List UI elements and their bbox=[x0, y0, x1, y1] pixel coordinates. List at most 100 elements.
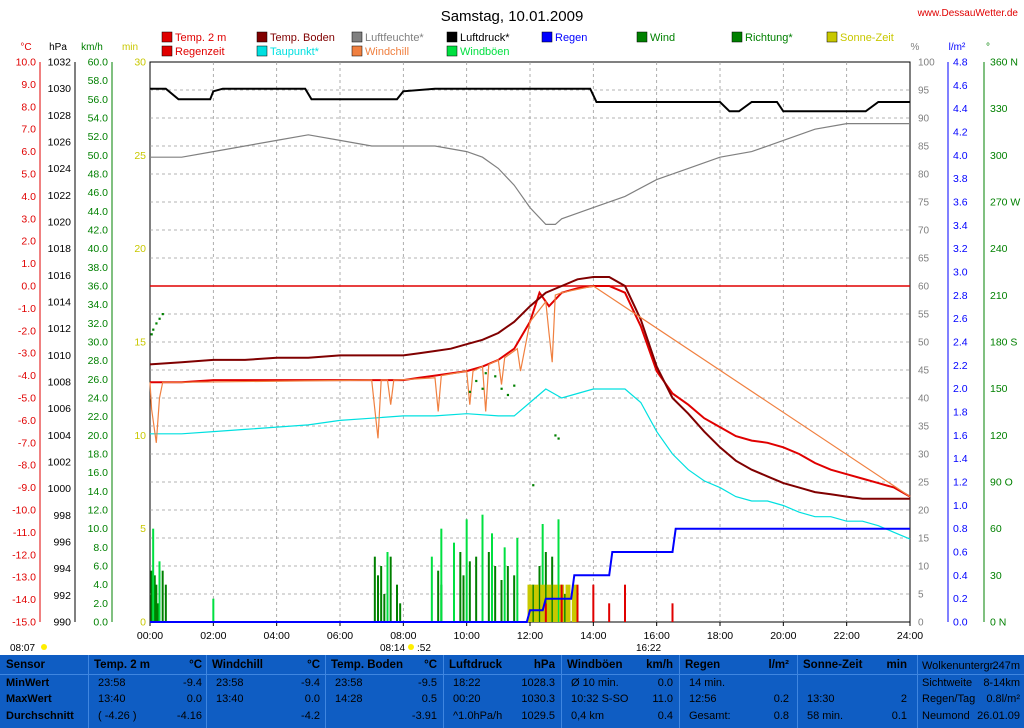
x-tick-label: 00:00 bbox=[137, 630, 163, 642]
percent-tick-label: 60 bbox=[918, 282, 930, 293]
percent-tick-label: 50 bbox=[918, 338, 930, 349]
stats-value: 0.2 bbox=[773, 693, 789, 705]
legend-label: Wind bbox=[650, 32, 675, 44]
axis-headers: °C hPa km/h min % l/m² ° bbox=[20, 42, 990, 53]
stats-value: 1029.5 bbox=[521, 710, 555, 722]
pressure-tick-label: 1002 bbox=[48, 457, 72, 469]
x-tick-label: 22:00 bbox=[834, 630, 860, 642]
bar bbox=[624, 584, 626, 622]
stats-separator bbox=[917, 655, 918, 728]
stats-unit: °C bbox=[189, 659, 202, 671]
bar bbox=[551, 556, 554, 622]
pressure-tick-label: 1016 bbox=[48, 270, 72, 282]
minutes-tick-label: 25 bbox=[134, 150, 146, 162]
legend-swatch bbox=[636, 31, 648, 43]
series-line bbox=[149, 285, 911, 498]
pressure-tick-label: 1018 bbox=[48, 243, 72, 255]
temp-tick-label: 7.0 bbox=[21, 124, 36, 136]
rain-tick-label: 2.2 bbox=[953, 360, 968, 372]
bar bbox=[552, 584, 558, 622]
percent-tick-label: 65 bbox=[918, 254, 930, 265]
legend-label: Windböen bbox=[460, 46, 510, 58]
percent-axis-header: % bbox=[911, 42, 920, 53]
wind-tick-label: 10.0 bbox=[88, 523, 109, 535]
minutes-tick-label: 15 bbox=[134, 337, 146, 349]
x-tick-label: 24:00 bbox=[897, 630, 923, 642]
pressure-tick-label: 1004 bbox=[48, 430, 72, 442]
stats-header: Luftdruck bbox=[449, 659, 503, 671]
temp-tick-label: 2.0 bbox=[21, 236, 36, 248]
percent-tick-label: 45 bbox=[918, 366, 930, 377]
stats-header: Windchill bbox=[212, 659, 264, 671]
direction-tick-label: 60 bbox=[990, 523, 1002, 535]
bar bbox=[546, 584, 552, 622]
bar bbox=[150, 570, 153, 622]
wind-tick-label: 38.0 bbox=[88, 262, 109, 274]
pressure-tick-label: 1014 bbox=[48, 297, 72, 309]
direction-tick-label: 30 bbox=[990, 570, 1002, 582]
scatter-point bbox=[513, 384, 516, 387]
minutes-tick-label: 20 bbox=[134, 243, 146, 255]
pressure-tick-label: 1012 bbox=[48, 323, 72, 335]
site-url[interactable]: www.DessauWetter.de bbox=[917, 8, 1019, 19]
pressure-tick-label: 1010 bbox=[48, 350, 72, 362]
bar bbox=[500, 580, 503, 622]
chart-title: Samstag, 10.01.2009 bbox=[441, 8, 584, 25]
weather-chart: Samstag, 10.01.2009 www.DessauWetter.de … bbox=[10, 8, 1020, 654]
stats-separator bbox=[561, 655, 562, 728]
row-label-min: MinWert bbox=[6, 677, 50, 689]
stats-time: 00:20 bbox=[453, 693, 481, 705]
temp-tick-label: -15.0 bbox=[12, 617, 36, 629]
scatter-point bbox=[494, 375, 497, 378]
stats-time: ^1.0hPa/h bbox=[453, 710, 503, 722]
wind-tick-label: 46.0 bbox=[88, 187, 109, 199]
stats-time: 13:30 bbox=[807, 693, 835, 705]
temp-tick-label: 0.0 bbox=[21, 281, 36, 293]
wind-tick-label: 32.0 bbox=[88, 318, 109, 330]
stats-unit: min bbox=[886, 659, 907, 671]
bar bbox=[453, 542, 455, 622]
minutes-tick-label: 30 bbox=[134, 57, 146, 69]
bar bbox=[153, 575, 156, 622]
bar bbox=[527, 584, 533, 622]
scatter-point bbox=[532, 484, 535, 487]
stats-value: -9.4 bbox=[183, 677, 202, 689]
bar-series bbox=[150, 514, 674, 622]
scatter-point bbox=[500, 387, 503, 390]
temp-tick-label: -2.0 bbox=[18, 325, 36, 337]
direction-axis-header: ° bbox=[986, 42, 990, 53]
legend-swatch bbox=[446, 45, 458, 57]
pressure-tick-label: 1026 bbox=[48, 137, 72, 149]
minutes-tick-label: 5 bbox=[140, 523, 146, 535]
stats-header: Temp. 2 m bbox=[94, 659, 151, 671]
sunrise-dot bbox=[41, 644, 47, 650]
pressure-tick-label: 992 bbox=[53, 590, 71, 602]
extra-cloud-label: Wolkenuntergr. bbox=[922, 660, 996, 672]
stats-time: 23:58 bbox=[335, 677, 363, 689]
direction-tick-label: 210 bbox=[990, 290, 1008, 302]
sun-marks: 08:07 08:14 :52 16:22 bbox=[10, 643, 661, 654]
rain-tick-label: 4.8 bbox=[953, 57, 968, 69]
legend-label: Luftfeuchte* bbox=[365, 32, 424, 44]
temp-tick-label: 8.0 bbox=[21, 101, 36, 113]
rain-tick-label: 2.8 bbox=[953, 290, 968, 302]
temp-tick-label: -14.0 bbox=[12, 594, 36, 606]
temp-tick-label: -7.0 bbox=[18, 437, 36, 449]
bar bbox=[560, 584, 563, 622]
wind-tick-label: 60.0 bbox=[88, 57, 109, 69]
bar bbox=[158, 561, 161, 622]
stats-unit: °C bbox=[424, 659, 437, 671]
rain-tick-label: 1.4 bbox=[953, 453, 968, 465]
percent-tick-label: 0 bbox=[918, 618, 924, 629]
stats-separator bbox=[443, 655, 444, 728]
rain-tick-label: 1.0 bbox=[953, 500, 968, 512]
minutes-tick-label: 10 bbox=[134, 430, 146, 442]
extra-cloud-value: 247m bbox=[992, 660, 1020, 672]
pressure-axis-header: hPa bbox=[49, 42, 67, 53]
rain-tick-label: 2.6 bbox=[953, 313, 968, 325]
bar bbox=[565, 584, 571, 622]
bar bbox=[468, 561, 471, 622]
direction-tick-label: 150 bbox=[990, 383, 1008, 395]
pressure-tick-label: 1032 bbox=[48, 57, 72, 69]
stats-time: 14:28 bbox=[335, 693, 363, 705]
